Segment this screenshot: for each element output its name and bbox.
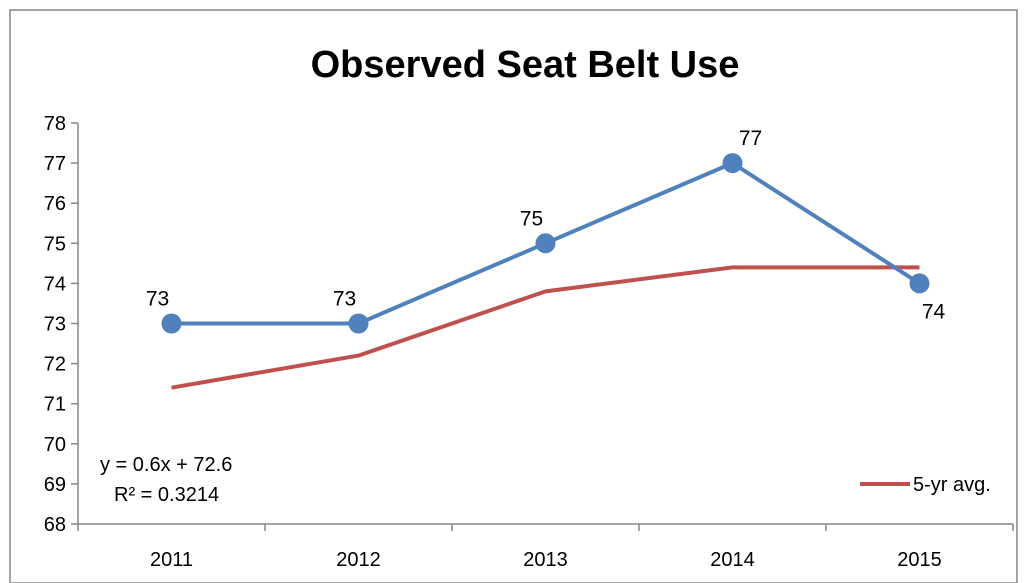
x-tick-label: 2011: [150, 549, 193, 571]
data-label: 77: [739, 127, 762, 150]
data-label: 73: [146, 288, 169, 311]
data-label: 75: [520, 207, 543, 230]
y-tick-label: 70: [44, 434, 66, 456]
data-point: [348, 313, 369, 334]
x-tick-label: 2015: [897, 549, 942, 571]
y-axis-ticks: 68 69 70 71 72 73 74 75 76 77 78: [44, 113, 78, 536]
data-labels: 73 73 75 77 74: [146, 127, 946, 323]
y-tick-label: 77: [44, 153, 66, 175]
y-tick-label: 76: [44, 193, 66, 215]
x-axis-ticks: 2011 2012 2013 2014 2015: [77, 524, 1014, 571]
series-observed: [161, 153, 930, 334]
legend-label-5yr-avg: 5-yr avg.: [913, 474, 991, 496]
y-tick-label: 71: [44, 394, 66, 416]
r-squared-label: R² = 0.3214: [114, 484, 219, 506]
y-tick-label: 69: [44, 474, 66, 496]
y-tick-label: 72: [44, 354, 66, 376]
y-tick-label: 68: [44, 514, 66, 536]
x-tick-label: 2013: [523, 549, 568, 571]
trendline-equation: y = 0.6x + 72.6: [100, 454, 232, 476]
y-tick-label: 73: [44, 314, 66, 336]
series-line-5yr-avg: [171, 265, 920, 390]
data-point: [909, 273, 930, 294]
data-point: [535, 233, 556, 254]
data-point: [161, 313, 182, 334]
y-tick-label: 75: [44, 233, 66, 255]
x-tick-label: 2014: [710, 549, 755, 571]
y-tick-label: 78: [44, 113, 66, 135]
data-point: [722, 153, 743, 174]
y-tick-label: 74: [44, 273, 66, 295]
data-label: 74: [922, 300, 946, 323]
series-5yr-avg: [171, 265, 920, 390]
chart-title: Observed Seat Belt Use: [311, 44, 740, 86]
legend: 5-yr avg.: [860, 474, 991, 496]
chart-border: [9, 9, 1018, 583]
data-label: 73: [333, 288, 356, 311]
x-tick-label: 2012: [336, 549, 381, 571]
